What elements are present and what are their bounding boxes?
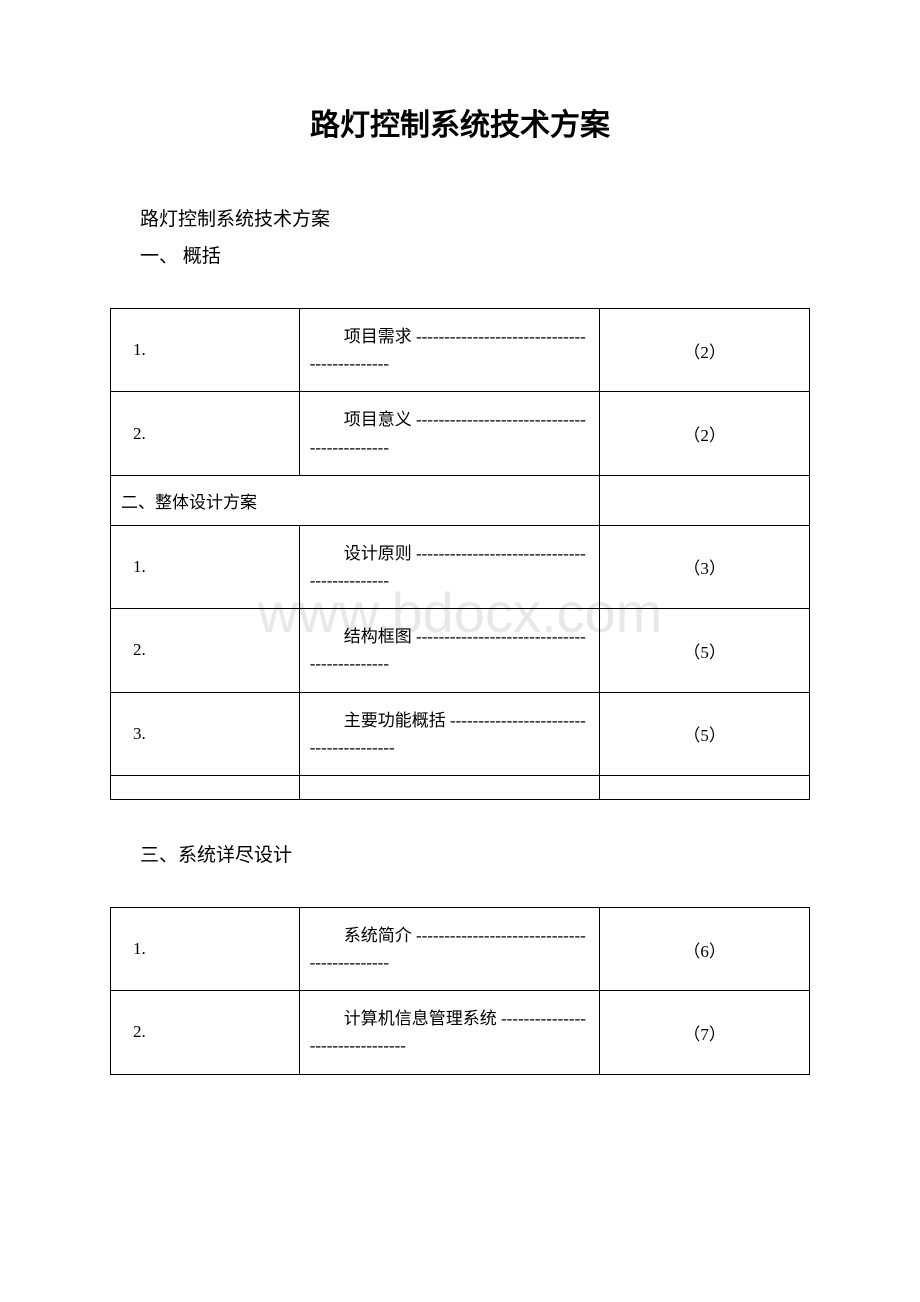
table-row: 2. 项目意义 --------------------------------…: [111, 392, 810, 475]
row-description: 设计原则 -----------------------------------…: [299, 525, 600, 608]
row-description: 计算机信息管理系统 ------------------------------…: [299, 991, 600, 1074]
table-row: 2. 计算机信息管理系统 ---------------------------…: [111, 991, 810, 1074]
table-row: 1. 项目需求 --------------------------------…: [111, 309, 810, 392]
row-description: 项目需求 -----------------------------------…: [299, 309, 600, 392]
empty-row: [111, 775, 810, 799]
toc-table-2: 1. 系统简介 --------------------------------…: [110, 907, 810, 1075]
document-content: 路灯控制系统技术方案 路灯控制系统技术方案 一、 概括 1. 项目需求 ----…: [110, 100, 810, 1075]
row-description: 系统简介 -----------------------------------…: [299, 907, 600, 990]
section-row: 二、整体设计方案: [111, 475, 810, 525]
table-row: 2. 结构框图 --------------------------------…: [111, 609, 810, 692]
row-page: （5）: [600, 692, 810, 775]
row-number: 2.: [111, 392, 300, 475]
row-page: （6）: [600, 907, 810, 990]
row-page: （3）: [600, 525, 810, 608]
row-page: （2）: [600, 392, 810, 475]
section-label: 二、整体设计方案: [111, 475, 600, 525]
row-number: 2.: [111, 991, 300, 1074]
row-description: 项目意义 -----------------------------------…: [299, 392, 600, 475]
row-number: 1.: [111, 525, 300, 608]
table-row: 1. 系统简介 --------------------------------…: [111, 907, 810, 990]
row-number: 1.: [111, 309, 300, 392]
page-title: 路灯控制系统技术方案: [110, 100, 810, 144]
row-page: （2）: [600, 309, 810, 392]
row-number: 3.: [111, 692, 300, 775]
section-page: [600, 475, 810, 525]
row-number: 1.: [111, 907, 300, 990]
section-1-heading: 一、 概括: [140, 241, 810, 268]
row-description: 主要功能概括 ---------------------------------…: [299, 692, 600, 775]
row-number: 2.: [111, 609, 300, 692]
toc-table-1: 1. 项目需求 --------------------------------…: [110, 308, 810, 800]
empty-cell: [299, 775, 600, 799]
section-3-heading: 三、系统详尽设计: [140, 840, 810, 867]
subtitle: 路灯控制系统技术方案: [140, 204, 810, 231]
row-description: 结构框图 -----------------------------------…: [299, 609, 600, 692]
row-page: （5）: [600, 609, 810, 692]
table-row: 3. 主要功能概括 ------------------------------…: [111, 692, 810, 775]
empty-cell: [111, 775, 300, 799]
row-page: （7）: [600, 991, 810, 1074]
empty-cell: [600, 775, 810, 799]
table-row: 1. 设计原则 --------------------------------…: [111, 525, 810, 608]
